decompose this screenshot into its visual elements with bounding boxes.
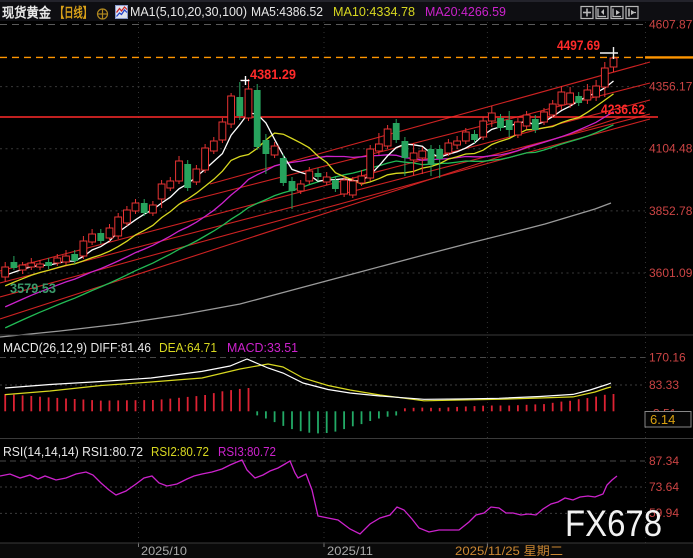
svg-text:170.16: 170.16 (649, 351, 686, 365)
svg-text:4497.69: 4497.69 (557, 38, 600, 53)
svg-text:现货黄金: 现货黄金 (2, 5, 51, 21)
svg-text:【日线】: 【日线】 (55, 5, 92, 21)
svg-text:4356.17: 4356.17 (649, 80, 693, 94)
svg-text:RSI2:80.72: RSI2:80.72 (151, 444, 209, 459)
svg-text:4104.48: 4104.48 (649, 142, 693, 156)
svg-text:MA1(5,10,20,30,100): MA1(5,10,20,30,100) (130, 4, 247, 19)
svg-text:MA20:4266.59: MA20:4266.59 (425, 4, 506, 19)
svg-text:73.64: 73.64 (649, 480, 679, 494)
svg-text:2025/11/25 星期二: 2025/11/25 星期二 (455, 544, 563, 558)
svg-text:3579.53: 3579.53 (10, 280, 56, 296)
svg-text:DEA:64.71: DEA:64.71 (159, 340, 217, 355)
svg-text:3601.09: 3601.09 (649, 266, 693, 280)
svg-text:4381.29: 4381.29 (250, 67, 296, 82)
svg-text:MACD:33.51: MACD:33.51 (227, 340, 298, 355)
svg-text:3852.78: 3852.78 (649, 204, 693, 218)
svg-text:RSI(14,14,14) RSI1:80.72: RSI(14,14,14) RSI1:80.72 (3, 444, 143, 459)
svg-text:4236.62: 4236.62 (601, 101, 645, 117)
svg-text:MA10:4334.78: MA10:4334.78 (333, 4, 415, 19)
svg-text:59.94: 59.94 (649, 506, 679, 520)
svg-text:2025/10: 2025/10 (141, 544, 187, 558)
svg-text:4607.87: 4607.87 (649, 18, 693, 32)
svg-text:87.34: 87.34 (649, 454, 679, 468)
svg-text:RSI3:80.72: RSI3:80.72 (218, 444, 276, 459)
svg-text:FX678: FX678 (565, 503, 662, 544)
svg-text:83.33: 83.33 (649, 378, 679, 392)
svg-text:6.14: 6.14 (650, 412, 675, 427)
svg-text:MACD(26,12,9) DIFF:81.46: MACD(26,12,9) DIFF:81.46 (3, 340, 151, 355)
svg-text:2025/11: 2025/11 (327, 544, 373, 558)
svg-text:MA5:4386.52: MA5:4386.52 (251, 4, 323, 19)
